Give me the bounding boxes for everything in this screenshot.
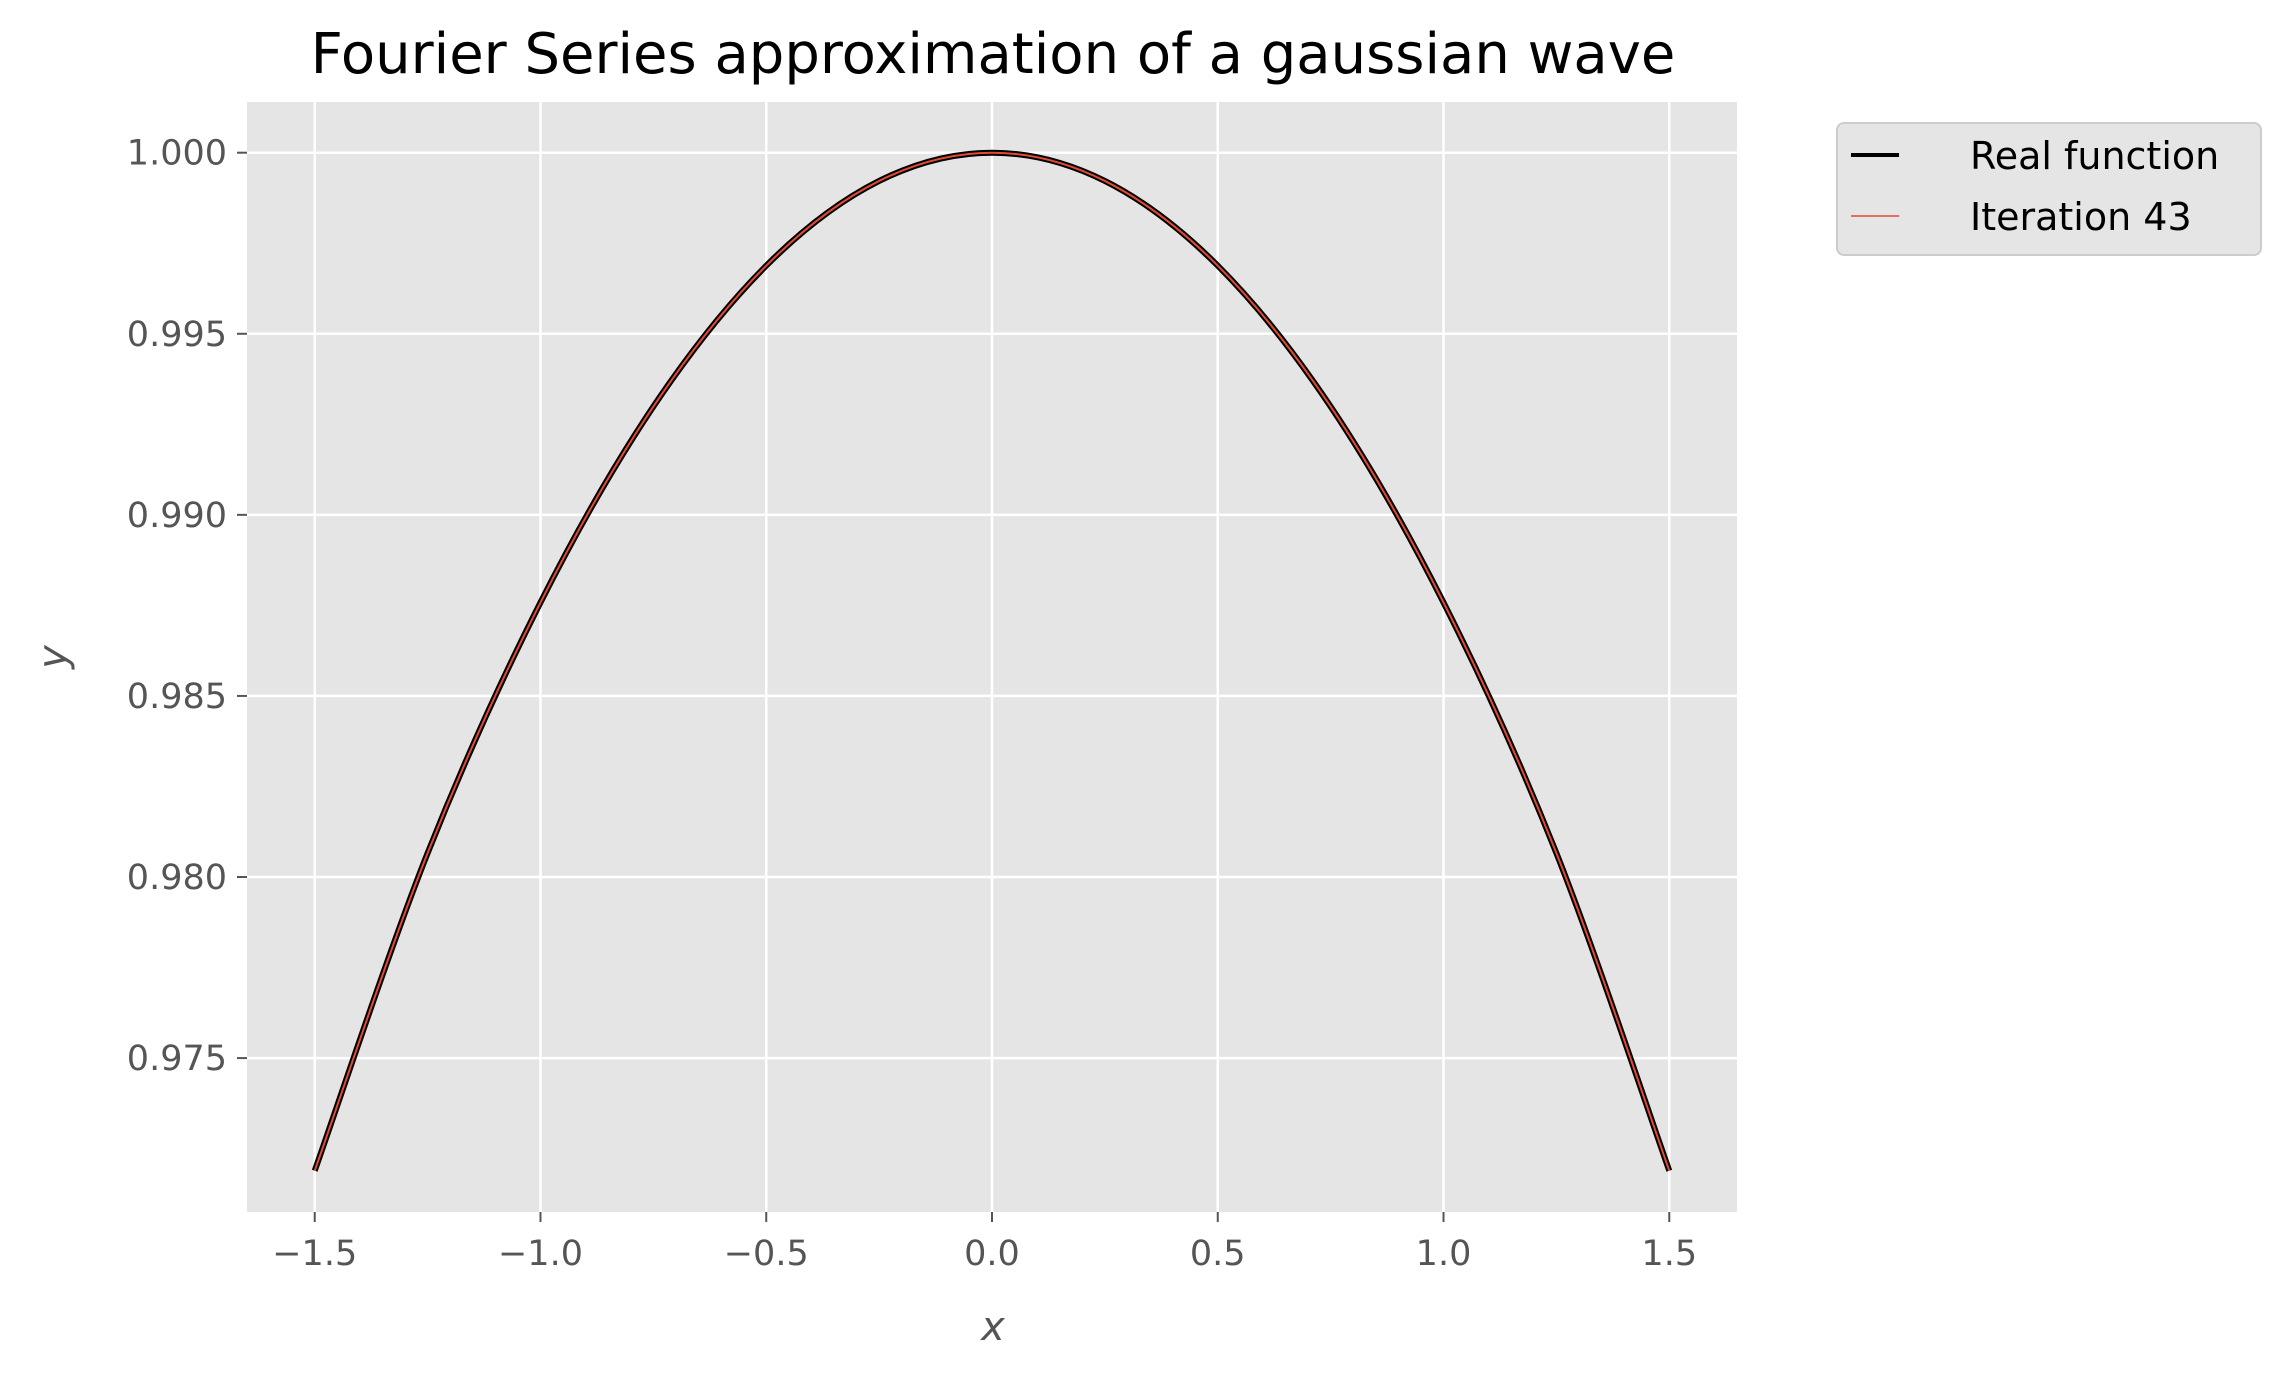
y-axis-label: y	[30, 644, 76, 670]
y-tick-label: 0.990	[127, 496, 227, 536]
x-tick-label: −1.0	[498, 1234, 583, 1274]
series-lines	[311, 149, 1673, 1172]
y-tick-label: 1.000	[127, 134, 227, 174]
y-tick-label: 0.980	[127, 858, 227, 898]
legend-box	[1836, 122, 2262, 256]
x-axis-label: x	[979, 1304, 1005, 1350]
series-line-iteration-43	[313, 151, 1671, 1172]
legend: Real function Iteration 43	[1836, 122, 2262, 256]
y-tick-label: 0.995	[127, 315, 227, 355]
x-tick-label: −1.5	[272, 1234, 357, 1274]
legend-label-iteration-43: Iteration 43	[1970, 195, 2192, 239]
grid-lines	[247, 102, 1737, 1212]
x-tick-label: 0.5	[1190, 1234, 1246, 1274]
chart-title: Fourier Series approximation of a gaussi…	[311, 22, 1676, 87]
y-tick-label: 0.985	[127, 677, 227, 717]
x-tick-label: 1.5	[1641, 1234, 1697, 1274]
x-tick-label: 0.0	[964, 1234, 1020, 1274]
axis-ticks: −1.5 −1.0 −0.5 0.0 0.5 1.0 1.5 0.975 0.980 0.985 0…	[127, 134, 1697, 1274]
legend-label-real-function: Real function	[1970, 134, 2219, 178]
x-tick-label: 1.0	[1416, 1234, 1472, 1274]
x-tick-label: −0.5	[724, 1234, 809, 1274]
y-tick-label: 0.975	[127, 1039, 227, 1079]
